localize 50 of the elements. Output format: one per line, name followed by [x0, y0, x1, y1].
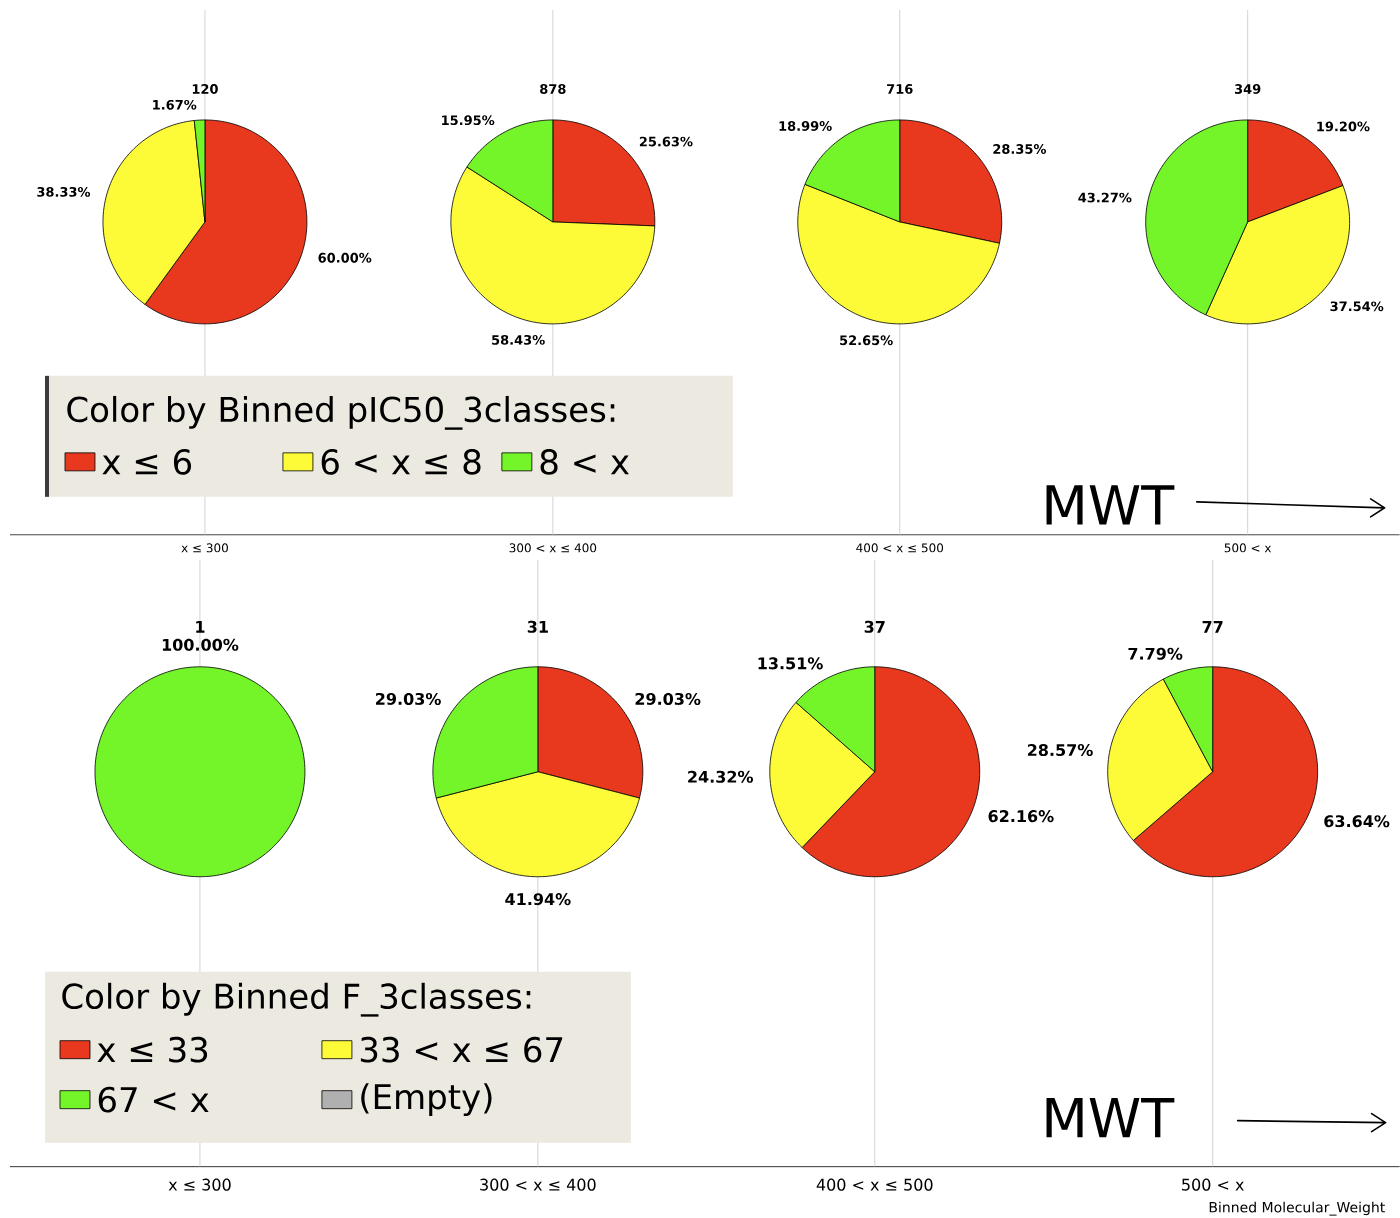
text: 500 < x	[1224, 543, 1272, 553]
data-label: 24.32%	[688, 770, 754, 784]
data-label: 18.99%	[779, 121, 832, 132]
data-label: 25.63%	[639, 136, 693, 147]
legend-label: x ≤ 6	[102, 449, 192, 475]
data-label: 60.00%	[318, 253, 372, 263]
text: 400 < x ≤ 500	[816, 1178, 933, 1191]
data-label: 37.54%	[1330, 301, 1384, 312]
data-label: 41.94%	[505, 893, 571, 906]
data-label: 13.51%	[758, 657, 823, 670]
text: MWT	[1046, 1098, 1175, 1138]
chart-title: 716	[887, 84, 913, 95]
legend-label: 33 < x ≤ 67	[360, 1036, 563, 1063]
chart-title: 120	[192, 84, 218, 95]
data-label: 19.20%	[1317, 121, 1370, 132]
chart-title: 77	[1202, 621, 1223, 633]
data-label: 63.64%	[1324, 815, 1390, 828]
data-label: 1.67%	[153, 100, 197, 110]
text: 500 < x	[1182, 1178, 1244, 1191]
data-label: 7.79%	[1128, 647, 1183, 660]
chart-title: 1	[196, 621, 205, 633]
data-label: 100.00%	[162, 638, 239, 652]
text: 300 < x ≤ 400	[480, 1178, 596, 1191]
legend-label: 8 < x	[540, 449, 629, 475]
data-label: 52.65%	[840, 335, 893, 346]
text: x ≤ 300	[168, 1178, 231, 1191]
text: 300 < x ≤ 400	[509, 543, 597, 553]
legend-label: x ≤ 33	[97, 1036, 208, 1063]
legend-title: Color by Binned F_3classes:	[62, 982, 531, 1017]
chart-title: 878	[540, 84, 566, 95]
data-label: 43.27%	[1078, 192, 1132, 203]
data-label: 38.33%	[37, 187, 91, 198]
text: MWT	[1046, 485, 1175, 525]
text: Binned Molecular_Weight	[1209, 1201, 1385, 1216]
legend-label: 6 < x ≤ 8	[321, 449, 481, 475]
chart-title: 349	[1234, 84, 1261, 95]
data-label: 29.03%	[376, 693, 441, 706]
data-label: 28.35%	[993, 144, 1047, 155]
legend-label: (Empty)	[361, 1083, 492, 1117]
text: x ≤ 300	[181, 543, 228, 553]
data-label: 62.16%	[988, 810, 1054, 823]
text: 400 < x ≤ 500	[856, 543, 944, 553]
legend-label: 67 < x	[98, 1086, 209, 1113]
chart-title: 31	[527, 620, 548, 634]
chart-title: 37	[864, 620, 885, 634]
data-label: 15.95%	[442, 115, 495, 126]
data-label: 29.03%	[635, 693, 701, 706]
data-label: 28.57%	[1027, 744, 1093, 757]
legend-title: Color by Binned pIC50_3classes:	[67, 396, 615, 430]
data-label: 58.43%	[492, 335, 545, 345]
